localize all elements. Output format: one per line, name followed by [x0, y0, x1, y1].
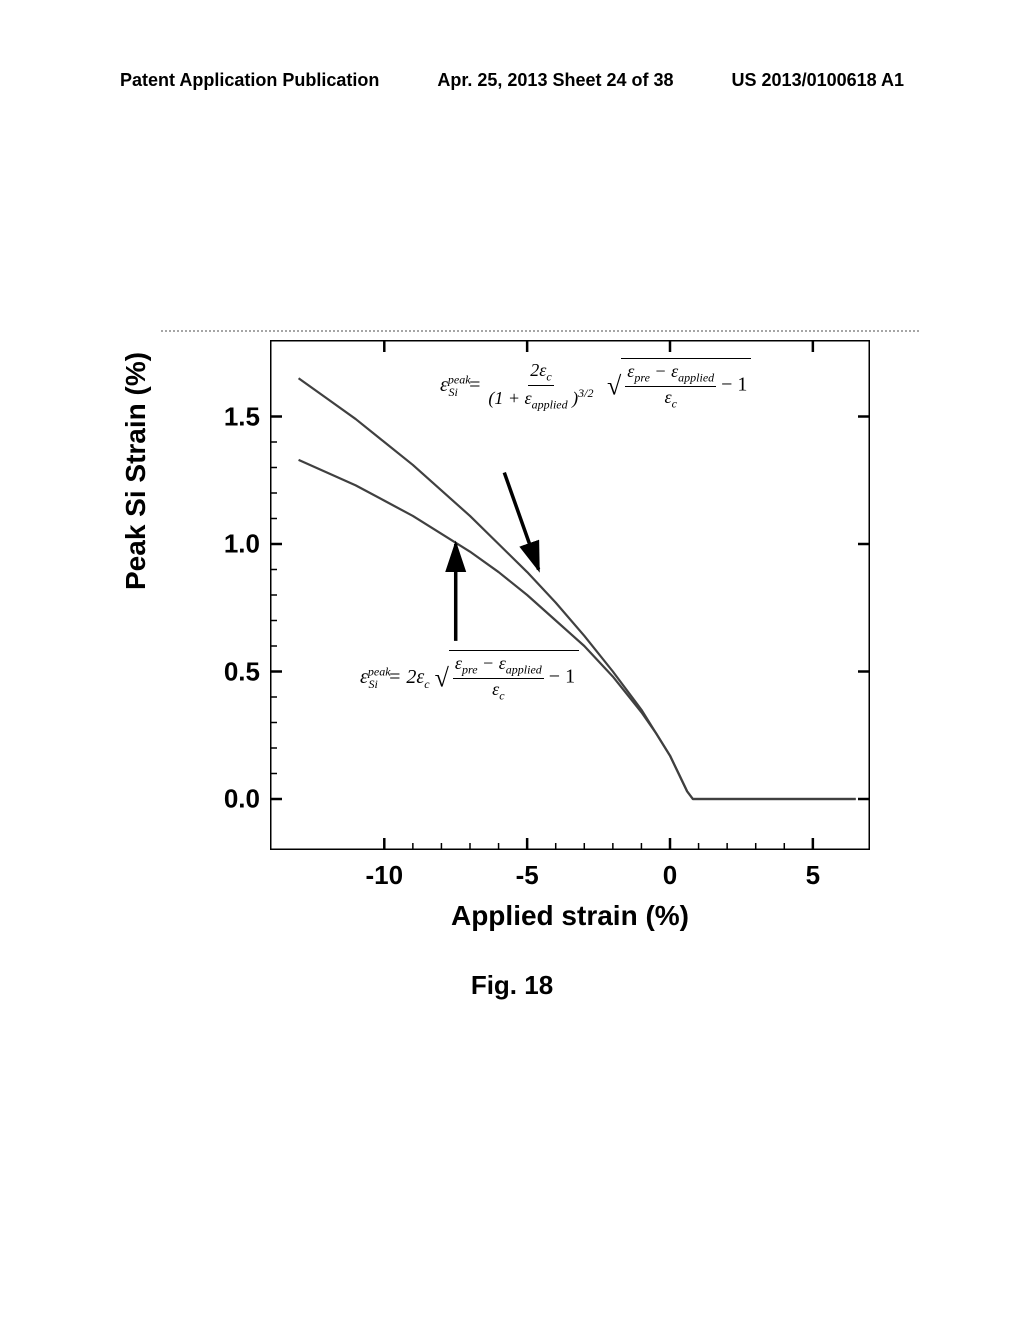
y-tick-label: 0.5 [200, 656, 260, 687]
chart-svg [270, 340, 870, 850]
formula-upper: εpeakSi = 2εc (1 + εapplied )3/2 √ εpre … [440, 358, 751, 412]
plot-frame [270, 340, 870, 850]
formula-lower: εpeakSi = 2εc √ εpre − εapplied εc − 1 [360, 650, 579, 703]
header-right: US 2013/0100618 A1 [732, 70, 904, 91]
x-tick-label: -5 [497, 860, 557, 891]
x-tick-label: -10 [354, 860, 414, 891]
page-header: Patent Application Publication Apr. 25, … [0, 70, 1024, 91]
y-tick-label: 1.0 [200, 529, 260, 560]
header-left: Patent Application Publication [120, 70, 379, 91]
x-tick-label: 0 [640, 860, 700, 891]
page-top-rule [160, 330, 920, 332]
y-tick-label: 0.0 [200, 784, 260, 815]
x-axis-label: Applied strain (%) [270, 900, 870, 932]
figure-caption: Fig. 18 [0, 970, 1024, 1001]
header-center: Apr. 25, 2013 Sheet 24 of 38 [437, 70, 673, 91]
y-tick-label: 1.5 [200, 401, 260, 432]
x-tick-label: 5 [783, 860, 843, 891]
y-axis-label: Peak Si Strain (%) [120, 352, 152, 590]
